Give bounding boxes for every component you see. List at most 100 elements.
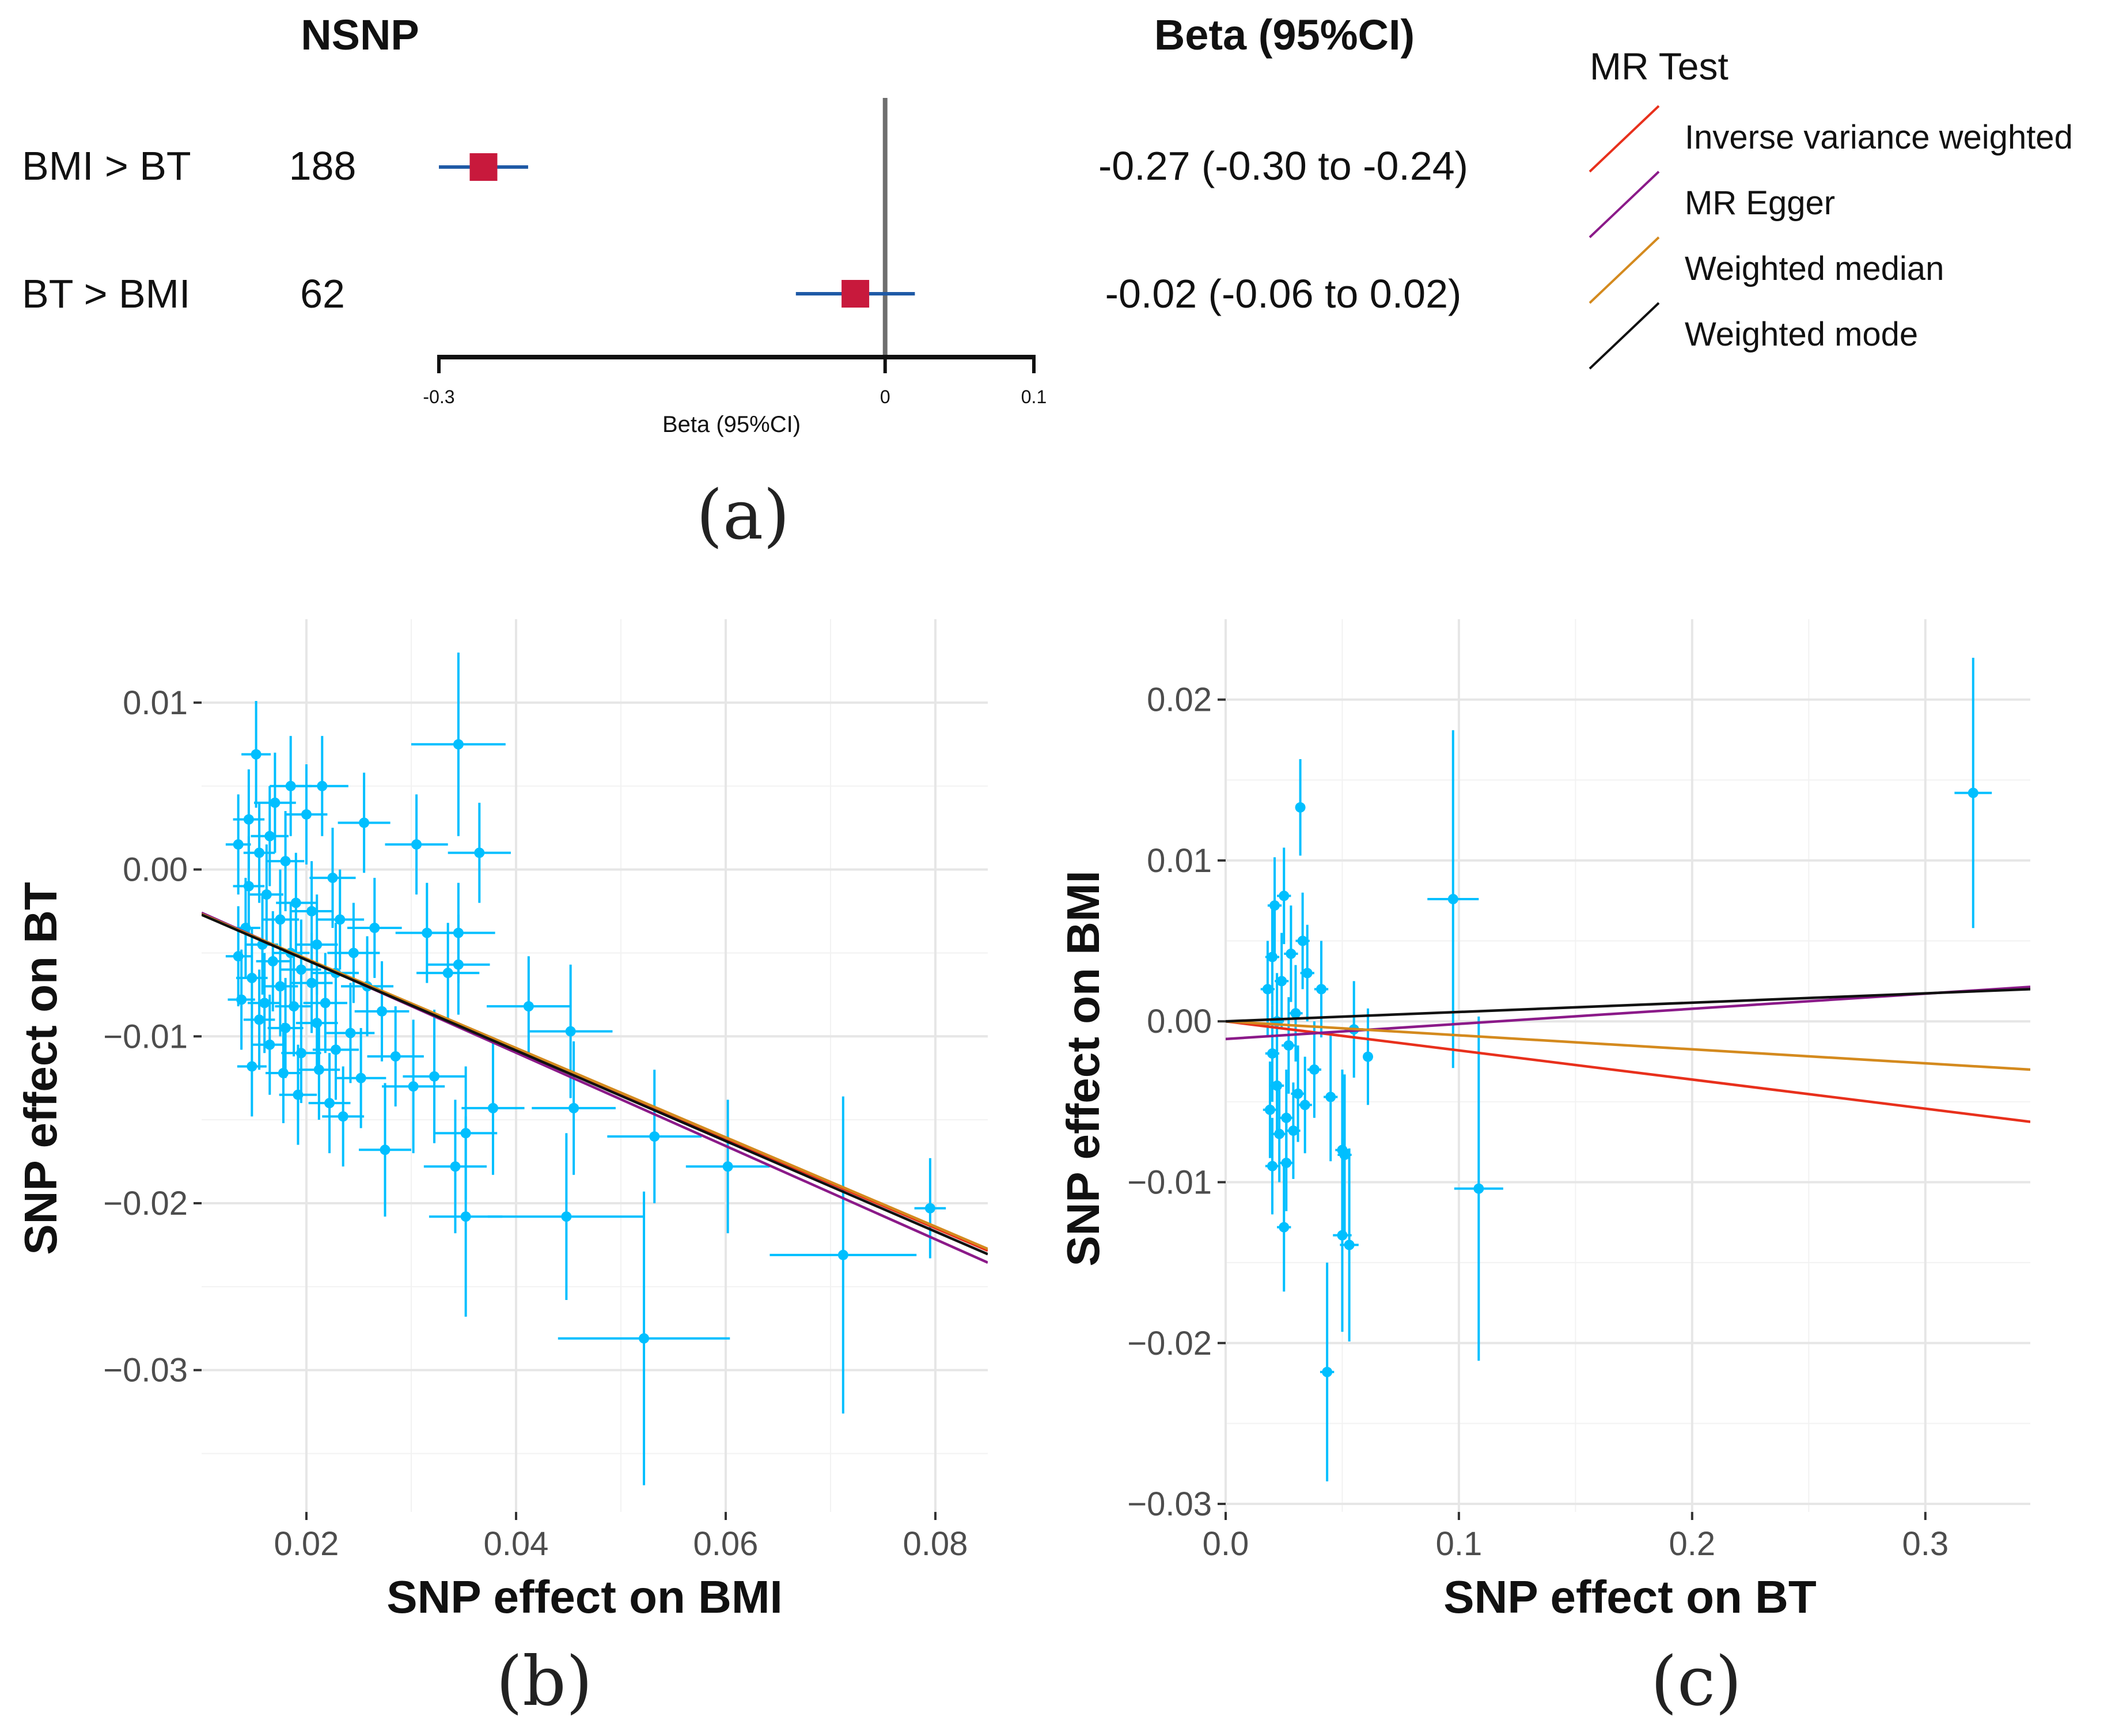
point-marker	[1325, 1091, 1336, 1102]
legend-label-egger: MR Egger	[1685, 184, 1835, 222]
point-marker	[306, 977, 317, 988]
point-marker	[649, 1131, 660, 1142]
point-marker	[267, 956, 278, 966]
point-marker	[487, 1102, 498, 1113]
scatter-panel-b: 0.02 0.04 0.06 0.080.010.00−0.01−0.02−0.03 …	[15, 619, 988, 1721]
point-marker	[236, 994, 247, 1005]
point-marker	[278, 1068, 289, 1079]
data-point	[1284, 905, 1298, 1002]
data-point	[338, 772, 391, 873]
point-marker	[289, 1001, 300, 1012]
point-marker	[275, 981, 286, 992]
point-marker	[306, 906, 317, 917]
point-marker	[313, 1064, 324, 1075]
y-tick-label: 0.02	[1147, 681, 1212, 719]
point-marker	[924, 1203, 935, 1214]
point-marker	[474, 847, 485, 858]
data-point	[416, 923, 480, 1024]
data-point	[228, 949, 255, 1050]
point-marker	[1968, 787, 1978, 798]
point-marker	[320, 998, 331, 1009]
scatter-panel-c: 0.0 0.1 0.2 0.30.020.010.00−0.01−0.02−0.03 …	[1057, 619, 2030, 1721]
legend-swatch-ivw	[1589, 105, 1660, 173]
data-point	[1340, 1148, 1359, 1341]
data-point	[253, 994, 287, 1095]
data-point	[1267, 857, 1282, 954]
point-marker	[442, 968, 453, 979]
point-marker	[1344, 1240, 1355, 1250]
data-point	[1277, 1162, 1291, 1292]
y-tick-label: 0.00	[1147, 1003, 1212, 1040]
point-marker	[369, 922, 380, 933]
x-tick-label: 0.2	[1669, 1525, 1716, 1563]
forest-x-tick-label: 0	[880, 386, 890, 407]
data-point	[266, 1023, 301, 1123]
data-point	[1291, 1045, 1305, 1142]
legend-title: MR Test	[1590, 45, 1728, 88]
y-axis-title-c: SNP effect on BMI	[1057, 870, 1109, 1267]
point-marker	[317, 780, 328, 791]
data-point	[251, 786, 289, 886]
legend-swatch-egger	[1589, 170, 1660, 238]
x-tick-label: 0.08	[903, 1525, 968, 1563]
point-marker	[1279, 890, 1290, 901]
x-tick-label: 0.06	[693, 1525, 759, 1563]
point-marker	[377, 1006, 388, 1017]
data-point	[241, 700, 271, 808]
data-point	[382, 1019, 445, 1154]
data-point	[1454, 1016, 1503, 1361]
point-marker	[275, 914, 286, 925]
forest-point	[469, 153, 498, 181]
data-point	[532, 1041, 616, 1175]
data-point	[276, 852, 316, 953]
data-point	[769, 1096, 917, 1414]
point-marker	[380, 1144, 391, 1155]
point-marker	[280, 856, 291, 867]
point-marker	[1299, 1100, 1310, 1110]
legend-label-mode: Weighted mode	[1685, 316, 1918, 353]
estimate-header: Beta (95%CI)	[1154, 11, 1415, 59]
point-marker	[837, 1249, 848, 1260]
point-marker	[1290, 1008, 1301, 1019]
data-point	[225, 906, 251, 1007]
forest-row-ci-text: -0.02 (-0.06 to 0.02)	[1105, 271, 1462, 316]
y-tick-label: −0.01	[1127, 1163, 1212, 1201]
point-marker	[1363, 1051, 1374, 1062]
y-tick-label: −0.03	[103, 1352, 188, 1389]
point-marker	[1447, 893, 1458, 904]
data-point	[279, 1044, 317, 1145]
point-marker	[264, 1039, 275, 1050]
data-point	[448, 802, 511, 903]
point-marker	[233, 839, 244, 850]
panel-caption-b: (b)	[496, 1642, 593, 1721]
data-point	[359, 1083, 411, 1217]
data-point	[1265, 1117, 1280, 1215]
x-tick-label: 0.3	[1902, 1525, 1949, 1563]
data-point	[1324, 1032, 1338, 1162]
data-point	[256, 911, 290, 1011]
y-tick-label: 0.00	[123, 851, 188, 889]
regression-line	[1226, 1019, 2030, 1123]
data-point	[347, 878, 402, 978]
point-marker	[261, 889, 272, 900]
data-point	[1427, 730, 1479, 1068]
data-point	[1314, 941, 1329, 1038]
data-point	[487, 956, 571, 1057]
point-marker	[290, 897, 301, 908]
nsnp-header: NSNP	[301, 11, 419, 59]
point-marker	[450, 1161, 461, 1172]
forest-row-label: BT > BMI	[22, 271, 190, 316]
point-marker	[312, 1018, 323, 1029]
forest-row-label: BMI > BT	[22, 143, 191, 188]
point-marker	[247, 972, 257, 983]
data-point	[427, 914, 490, 1015]
point-marker	[639, 1333, 650, 1344]
point-marker	[1288, 1125, 1299, 1136]
point-marker	[295, 964, 306, 975]
point-marker	[565, 1026, 576, 1037]
point-marker	[453, 959, 464, 970]
point-marker	[1267, 1161, 1278, 1172]
point-marker	[1283, 1040, 1294, 1051]
y-tick-label: 0.01	[1147, 842, 1212, 880]
point-marker	[359, 817, 370, 828]
